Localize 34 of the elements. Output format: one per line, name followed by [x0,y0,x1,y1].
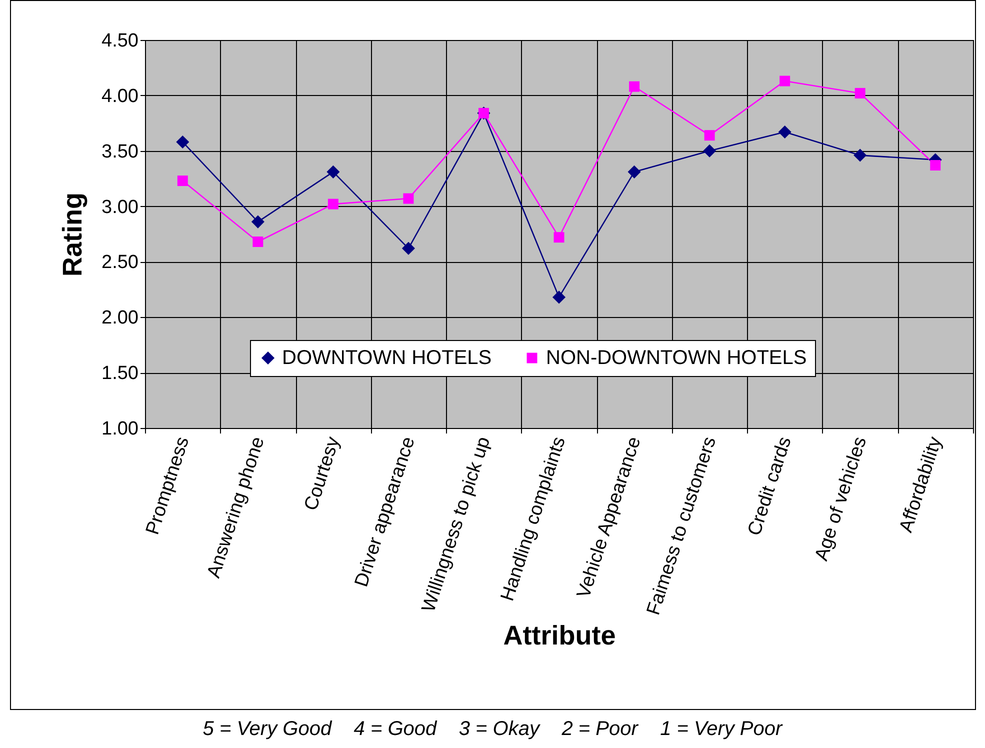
y-tick-label: 3.00 [102,196,138,218]
text: 5 = Very Good 4 = Good 3 = Okay 2 = Poor 1 = Very Poor [202,718,784,741]
x-tick-label: Credit cards [744,434,796,538]
y-axis-title: Rating [58,192,88,276]
y-tick-label: 3.50 [102,141,138,162]
point [854,148,867,162]
point [176,135,190,149]
point [780,76,790,86]
legend-label: DOWNTOWN HOTELS [282,347,492,369]
point [704,130,715,141]
legend-label: NON-DOWNTOWN HOTELS [546,347,807,369]
point [403,193,414,204]
point [778,125,792,139]
y-tick-label: 2.00 [102,308,138,329]
point [854,88,866,98]
point [402,242,415,255]
x-axis-title: Attribute [503,620,616,650]
y-tick-label: 1.00 [102,418,138,440]
point [554,232,564,243]
y-tick-label: 4.00 [102,86,138,107]
point [552,290,566,304]
y-tick-label: 1.50 [102,363,138,384]
x-tick-label: Age of vehicles [811,434,872,564]
y-tick-label: 2.50 [102,252,138,274]
point [328,198,338,210]
y-tick-label: 4.50 [102,30,138,52]
point [252,236,264,248]
point [326,165,340,178]
point [703,144,716,158]
point [251,215,264,228]
point [629,81,640,92]
point [177,176,188,186]
point [930,160,941,171]
point [628,165,641,178]
